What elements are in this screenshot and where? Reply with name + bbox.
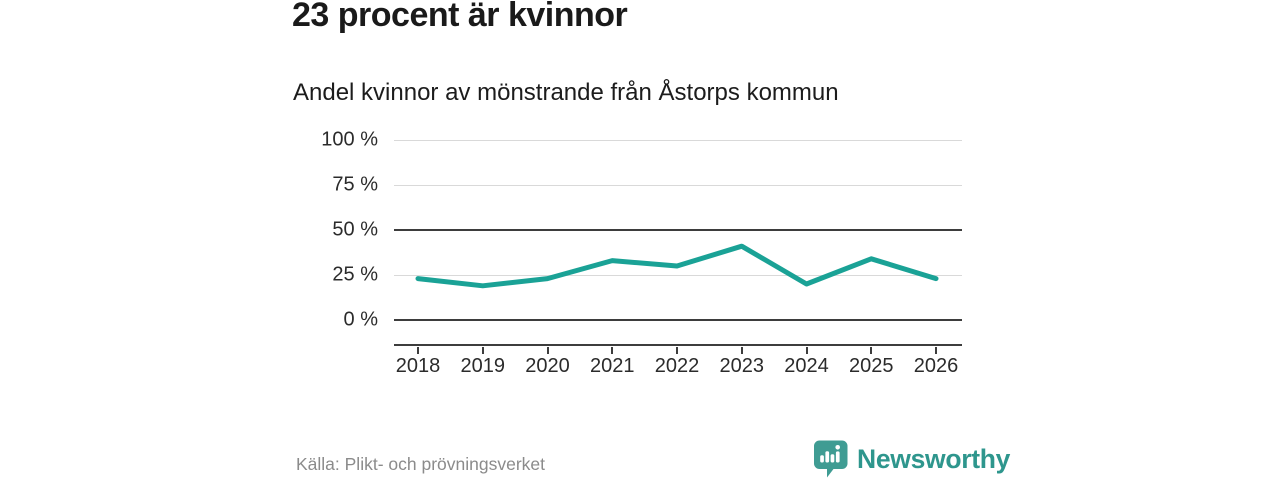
gridline-25 bbox=[394, 274, 962, 276]
source-attribution: Källa: Plikt- och prövningsverket bbox=[296, 454, 545, 474]
x-tick-label-2023: 2023 bbox=[719, 355, 765, 377]
x-tick-2025 bbox=[870, 347, 873, 354]
chart-subtitle: Andel kvinnor av mönstrande från Åstorps… bbox=[293, 79, 839, 106]
speech-bubble-bar-chart-icon bbox=[814, 440, 848, 478]
x-tick-label-2025: 2025 bbox=[849, 355, 894, 377]
x-tick-label-2022: 2022 bbox=[654, 355, 700, 377]
y-tick-label-25: 25 % bbox=[332, 263, 378, 286]
x-tick-label-2024: 2024 bbox=[784, 355, 829, 377]
x-tick-label-2020: 2020 bbox=[525, 355, 570, 377]
gridline-0 bbox=[394, 319, 962, 321]
x-tick-2023 bbox=[740, 347, 743, 354]
x-tick-label-2026: 2026 bbox=[913, 355, 959, 377]
chart-title: 23 procent är kvinnor bbox=[292, 0, 628, 34]
y-tick-label-75: 75 % bbox=[332, 173, 378, 196]
gridline-50 bbox=[394, 229, 962, 231]
x-tick-2018 bbox=[417, 347, 419, 354]
newsworthy-logo: Newsworthy bbox=[813, 440, 1010, 478]
newsworthy-wordmark: Newsworthy bbox=[857, 443, 1011, 474]
gridline-75 bbox=[394, 184, 962, 186]
x-tick-2022 bbox=[676, 347, 678, 354]
x-tick-label-2021: 2021 bbox=[590, 355, 635, 377]
x-tick-label-2019: 2019 bbox=[460, 355, 506, 377]
gridline-100 bbox=[394, 139, 962, 141]
y-tick-label-0: 0 % bbox=[343, 308, 378, 331]
x-tick-2026 bbox=[935, 347, 937, 354]
data-line-andel-kvinnor bbox=[415, 243, 939, 289]
y-tick-label-100: 100 % bbox=[321, 128, 378, 151]
x-tick-2019 bbox=[481, 347, 484, 354]
x-axis-line bbox=[394, 344, 962, 346]
y-tick-label-50: 50 % bbox=[332, 218, 378, 241]
x-tick-label-2018: 2018 bbox=[395, 355, 441, 377]
x-tick-2020 bbox=[546, 347, 549, 354]
x-tick-2024 bbox=[805, 347, 808, 354]
x-tick-2021 bbox=[611, 347, 614, 354]
